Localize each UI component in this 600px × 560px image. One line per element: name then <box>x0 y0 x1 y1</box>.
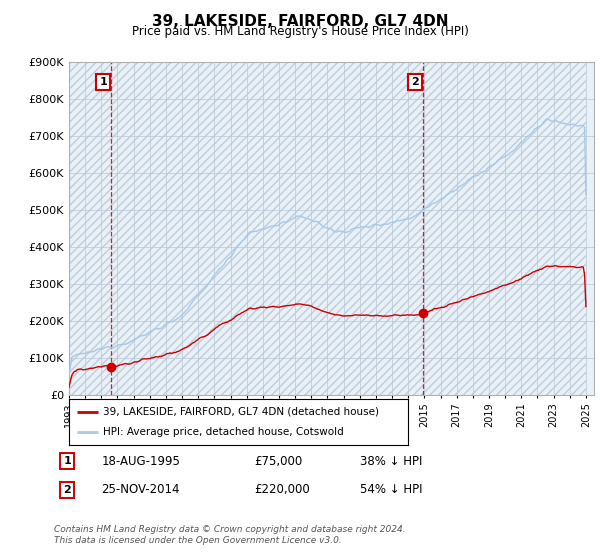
Text: 2: 2 <box>411 77 419 87</box>
Text: 39, LAKESIDE, FAIRFORD, GL7 4DN: 39, LAKESIDE, FAIRFORD, GL7 4DN <box>152 14 448 29</box>
Text: 39, LAKESIDE, FAIRFORD, GL7 4DN (detached house): 39, LAKESIDE, FAIRFORD, GL7 4DN (detache… <box>103 407 379 417</box>
Text: 38% ↓ HPI: 38% ↓ HPI <box>360 455 422 468</box>
Text: Price paid vs. HM Land Registry's House Price Index (HPI): Price paid vs. HM Land Registry's House … <box>131 25 469 38</box>
Text: £75,000: £75,000 <box>254 455 303 468</box>
Text: 18-AUG-1995: 18-AUG-1995 <box>101 455 181 468</box>
Text: 54% ↓ HPI: 54% ↓ HPI <box>360 483 423 496</box>
Text: 2: 2 <box>64 485 71 495</box>
Text: 1: 1 <box>100 77 107 87</box>
Text: 25-NOV-2014: 25-NOV-2014 <box>101 483 180 496</box>
Text: 1: 1 <box>64 456 71 466</box>
Text: £220,000: £220,000 <box>254 483 310 496</box>
Text: HPI: Average price, detached house, Cotswold: HPI: Average price, detached house, Cots… <box>103 427 344 437</box>
Text: Contains HM Land Registry data © Crown copyright and database right 2024.
This d: Contains HM Land Registry data © Crown c… <box>54 525 406 545</box>
